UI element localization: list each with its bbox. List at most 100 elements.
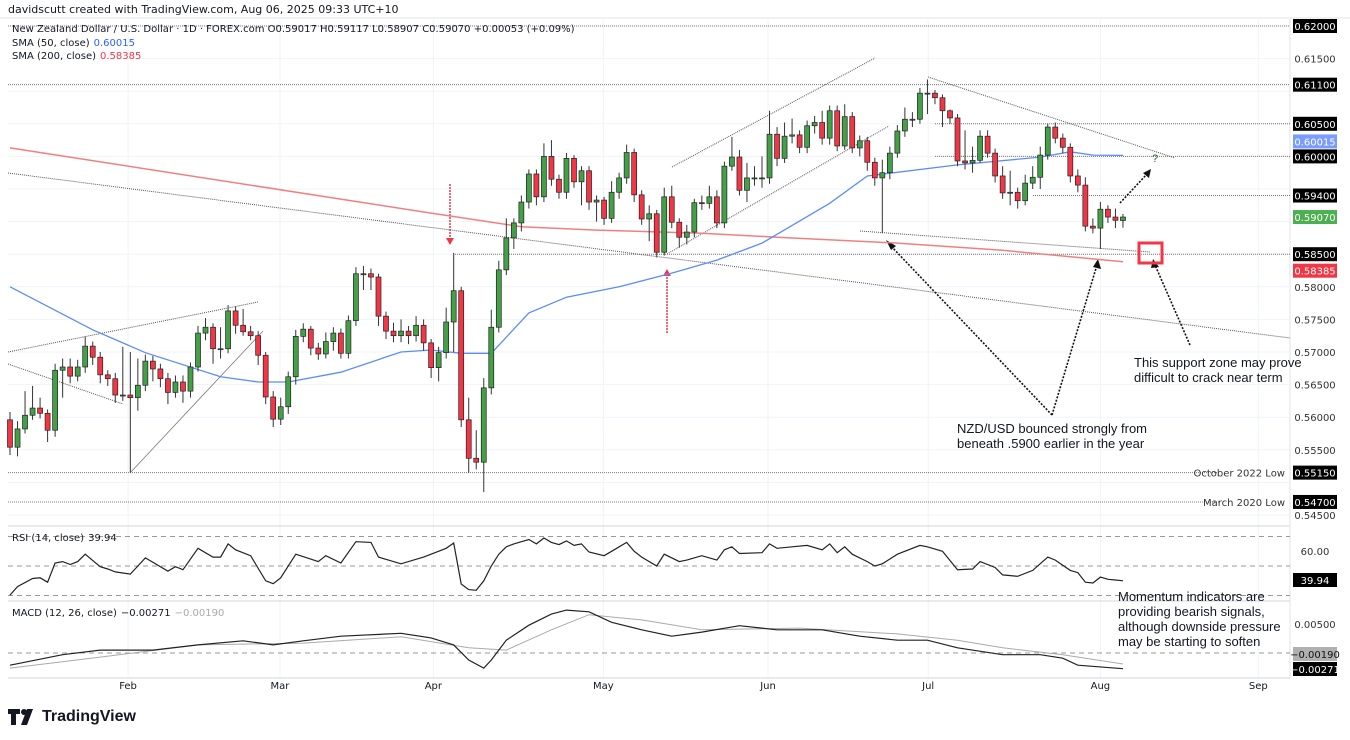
candle-up <box>435 352 442 368</box>
sma50-price-tag: 0.60015 <box>1294 137 1335 148</box>
candle-down <box>954 117 961 162</box>
candle-up <box>804 125 810 148</box>
candle-down <box>849 116 856 149</box>
trendline-drawings: ? <box>7 57 1291 474</box>
candle-up <box>781 135 788 159</box>
candle-up <box>22 414 28 430</box>
price-axis[interactable]: 0.61500 0.58000 0.57500 0.57000 0.56500 0.560… <box>1290 19 1340 676</box>
candle-down <box>338 332 344 354</box>
candle-down <box>631 152 638 196</box>
candle-up <box>1120 216 1126 221</box>
candle-up <box>59 366 66 371</box>
support-trendline <box>859 230 1151 253</box>
candle-up <box>172 381 179 393</box>
tradingview-logo[interactable]: TradingView <box>8 708 136 726</box>
candle-down <box>939 97 946 112</box>
arrow-upside-path <box>1119 173 1148 204</box>
candle-down <box>150 360 156 370</box>
candle-up <box>52 369 58 431</box>
candle-down <box>420 324 427 344</box>
candle-down <box>232 310 239 326</box>
sma50-label: SMA (50, close) <box>12 38 90 49</box>
level-price-tag-bg <box>1293 465 1337 480</box>
candle-down <box>1074 175 1081 186</box>
candle-down <box>1112 216 1119 221</box>
candle-up <box>661 196 668 253</box>
candle-up <box>1044 126 1051 156</box>
signal-value-tag-bg <box>1293 647 1337 661</box>
support-zone-box[interactable] <box>1137 241 1164 265</box>
level-price-tag-bg <box>1293 19 1337 33</box>
macd-pane <box>8 609 1290 670</box>
candle-up <box>300 328 307 337</box>
candle-up <box>1037 154 1044 178</box>
candle-down <box>270 396 277 420</box>
candle-down <box>428 342 434 368</box>
sma50-line <box>9 151 1124 383</box>
candle-down <box>7 419 13 448</box>
candle-up <box>450 290 457 323</box>
attribution-text: davidscutt created with TradingView.com,… <box>8 3 399 16</box>
candle-down <box>240 324 246 333</box>
candle-up <box>119 394 126 397</box>
rsi-tick-label: 60.00 <box>1301 547 1330 558</box>
candle-up <box>729 156 735 167</box>
candle-up <box>924 92 931 95</box>
candle-down <box>864 140 871 163</box>
candle-up <box>623 152 630 179</box>
candle-up <box>894 130 901 154</box>
sma200-legend[interactable]: SMA (200, close) 0.58385 <box>12 51 141 62</box>
candle-up <box>751 177 758 180</box>
candle-up <box>480 387 487 463</box>
candle-up <box>856 140 863 149</box>
candle-up <box>353 273 359 322</box>
month-label: Mar <box>270 681 290 692</box>
month-label: Apr <box>424 681 443 692</box>
candle-down <box>97 356 104 376</box>
rsi-legend[interactable]: RSI (14, close) 39.94 <box>12 533 117 544</box>
arrowhead <box>1143 169 1151 178</box>
sma200-line <box>9 147 1124 263</box>
candle-up <box>202 326 209 334</box>
level-price-tag-bg <box>1293 116 1337 131</box>
candle-down <box>548 156 555 180</box>
candle-up <box>826 110 833 139</box>
candle-down <box>307 328 314 349</box>
candle-up <box>789 134 795 137</box>
signal-line <box>9 614 1124 669</box>
candle-down <box>1052 126 1059 139</box>
candle-down <box>127 394 134 398</box>
candle-down <box>714 196 720 224</box>
candle-down <box>962 160 968 164</box>
level-price-tag: 0.62000 <box>1294 22 1335 33</box>
sma50-legend[interactable]: SMA (50, close) 0.60015 <box>12 38 135 49</box>
macd-line <box>9 609 1124 670</box>
candle-down <box>984 135 991 154</box>
momentum-annotation: Momentum indicators are providing bearis… <box>1118 589 1281 649</box>
candle-up <box>443 321 450 354</box>
candle-up <box>495 269 502 328</box>
macd-legend[interactable]: MACD (12, 26, close) −0.00271 −0.00190 <box>12 608 224 619</box>
last-price-tag: 0.59070 <box>1294 213 1335 224</box>
candle-down <box>992 152 998 177</box>
level-price-tag: 0.60000 <box>1294 152 1335 163</box>
candle-down <box>210 326 216 350</box>
macd-value: −0.00271 <box>120 608 171 619</box>
candle-down <box>586 170 592 203</box>
candle-down <box>180 381 186 392</box>
candle-up <box>879 172 886 179</box>
candle-down <box>668 196 675 223</box>
candle-up <box>29 407 36 416</box>
sma200-price-tag: 0.58385 <box>1294 267 1335 278</box>
candle-down <box>390 330 397 337</box>
arrowhead <box>1093 259 1101 269</box>
candle-up <box>691 202 698 233</box>
candle-down <box>112 378 119 396</box>
candle-down <box>1014 191 1021 202</box>
price-tick-label: 0.57000 <box>1294 348 1335 359</box>
level-price-tag: 0.55150 <box>1294 469 1335 480</box>
rsi-value-tag: 39.94 <box>1301 576 1330 587</box>
candle-up <box>616 177 622 193</box>
candle-up <box>1022 182 1029 202</box>
